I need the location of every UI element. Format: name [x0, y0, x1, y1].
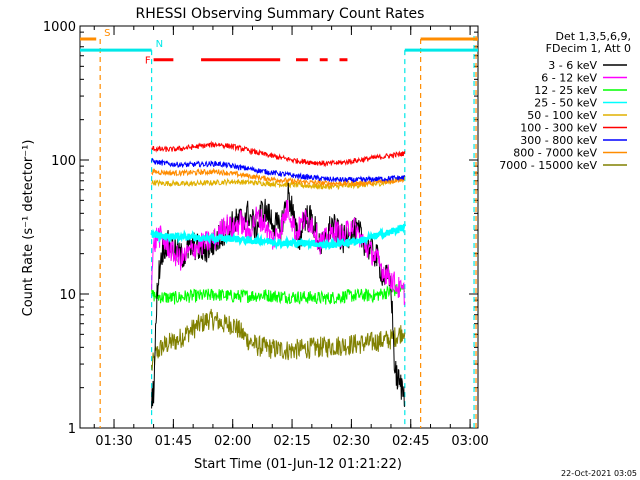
legend-label: 50 - 100 keV: [527, 109, 597, 122]
series-line: [150, 223, 407, 251]
x-tick-label: 02:15: [273, 434, 310, 449]
series-line: [151, 167, 406, 188]
flag-label: F: [145, 56, 151, 67]
y-tick-label: 100: [51, 154, 76, 169]
plot-area: 1 10 100 1000 01:30 01:45 02:00 02:15 02:30 02:45…: [43, 20, 489, 449]
legend: Det 1,3,5,6,9, FDecim 1, Att 0 3 - 6 keV…: [499, 30, 631, 172]
series-line: [151, 284, 406, 305]
x-tick-label: 01:30: [95, 434, 132, 449]
flag-label: N: [156, 39, 163, 50]
x-tick-label: 01:45: [155, 434, 192, 449]
legend-label: 3 - 6 keV: [548, 59, 597, 72]
series-line: [151, 308, 406, 371]
series-line: [151, 157, 406, 183]
legend-label: 7000 - 15000 keV: [499, 159, 597, 172]
x-tick-label: 02:30: [333, 434, 370, 449]
flag-label: S: [104, 28, 110, 39]
legend-label: 6 - 12 keV: [541, 72, 597, 85]
series-line: [151, 140, 406, 168]
y-tick-label: 1: [68, 422, 76, 437]
legend-label: 25 - 50 keV: [534, 97, 597, 110]
legend-label: 300 - 800 keV: [520, 134, 597, 147]
legend-label: 800 - 7000 keV: [513, 147, 597, 160]
x-tick-label: 02:00: [214, 434, 251, 449]
legend-header-line-1: Det 1,3,5,6,9,: [555, 30, 631, 43]
timestamp: 22-Oct-2021 03:05: [561, 469, 637, 478]
legend-header-line-2: FDecim 1, Att 0: [546, 42, 631, 55]
x-tick-label: 02:45: [392, 434, 429, 449]
legend-label: 12 - 25 keV: [534, 84, 597, 97]
chart-title: RHESSI Observing Summary Count Rates: [136, 6, 425, 22]
x-tick-label: 03:00: [451, 434, 488, 449]
plot-frame: [79, 25, 479, 429]
y-axis-label: Count Rate (s⁻¹ detector⁻¹): [21, 140, 36, 317]
legend-label: 100 - 300 keV: [520, 122, 597, 135]
y-tick-label: 10: [59, 288, 76, 303]
y-tick-label: 1000: [43, 20, 76, 35]
x-axis-label: Start Time (01-Jun-12 01:21:22): [194, 457, 402, 472]
